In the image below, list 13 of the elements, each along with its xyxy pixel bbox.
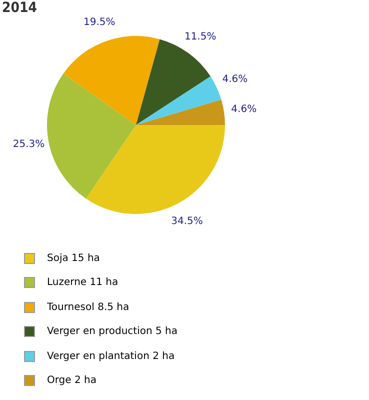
data-label: 25.3% bbox=[12, 139, 45, 150]
legend-label: Verger en production 5 ha bbox=[47, 326, 178, 338]
legend-label: Orge 2 ha bbox=[47, 375, 96, 386]
data-label: 34.5% bbox=[171, 216, 203, 227]
data-label: 4.6% bbox=[222, 74, 248, 85]
legend-label: Tournesol 8.5 ha bbox=[47, 302, 130, 313]
legend-label: Soja 15 ha bbox=[47, 252, 100, 264]
data-label: 19.5% bbox=[84, 16, 116, 28]
data-label: 4.6% bbox=[231, 104, 257, 115]
legend-label: Verger en plantation 2 ha bbox=[47, 350, 175, 362]
legend-label: Luzerne 11 ha bbox=[47, 277, 118, 288]
data-label: 11.5% bbox=[184, 32, 216, 43]
chart-title: 2014 bbox=[2, 0, 38, 16]
